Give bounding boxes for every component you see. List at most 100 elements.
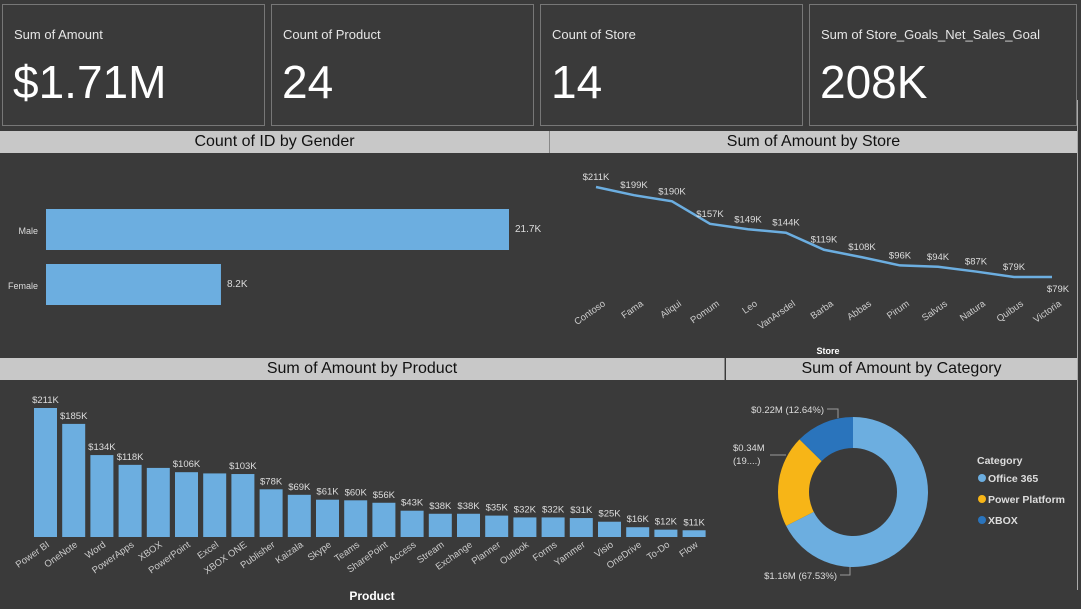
data-label: $60K (345, 487, 368, 498)
data-label: $108K (848, 242, 876, 253)
bar-product (485, 515, 509, 537)
data-label: $106K (173, 459, 201, 470)
kpi-card-count-product[interactable]: Count of Product 24 (271, 4, 534, 126)
bar-product (62, 423, 86, 537)
bar-product (682, 530, 706, 537)
store-axis-label: Aliqui (658, 298, 683, 320)
store-chart-title: Sum of Amount by Store (550, 131, 1078, 153)
data-label: $78K (260, 476, 283, 487)
data-label: $190K (658, 186, 686, 197)
product-axis-label: Access (387, 539, 419, 566)
kpi-label: Count of Store (552, 27, 636, 42)
data-label: $118K (117, 452, 144, 463)
data-label: $25K (598, 509, 621, 520)
data-label: $94K (927, 252, 950, 263)
data-label: $56K (373, 490, 396, 501)
data-label: $79K (1047, 284, 1070, 295)
bar-product (598, 521, 621, 537)
data-label: $211K (32, 395, 59, 406)
bar-product (90, 455, 114, 537)
data-label: $87K (965, 257, 988, 268)
bar-product (541, 517, 565, 537)
gender-chart-title: Count of ID by Gender (0, 131, 550, 153)
store-axis-label: Quibus (995, 298, 1026, 324)
data-label: $1.16M (67.53%) (764, 571, 837, 582)
data-label: $43K (401, 498, 424, 509)
store-axis-label: Contoso (572, 298, 607, 327)
data-label: $144K (772, 218, 800, 229)
data-label: $119K (811, 235, 838, 246)
kpi-card-store-goals[interactable]: Sum of Store_Goals_Net_Sales_Goal 208K (809, 4, 1077, 126)
data-label: $134K (88, 442, 116, 453)
legend-item: Power Platform (988, 494, 1065, 506)
store-axis-label: Victoria (1032, 298, 1065, 325)
bar-product (146, 467, 170, 537)
product-axis-label: Flow (678, 539, 701, 560)
data-label: $16K (627, 514, 650, 525)
bar-female (46, 264, 221, 305)
product-chart-title: Sum of Amount by Product (0, 358, 725, 380)
category-label: Male (18, 226, 38, 236)
data-label: $61K (316, 487, 339, 498)
store-axis-label: Salvus (920, 298, 950, 324)
legend-marker (978, 474, 986, 482)
product-axis-label: Planner (470, 539, 503, 567)
store-axis-label: Pomum (689, 298, 722, 326)
data-label: $11K (683, 517, 705, 528)
store-axis-label: Barba (809, 298, 837, 322)
bar-product (400, 510, 424, 537)
bar-product (175, 472, 198, 537)
bar-product (428, 513, 452, 537)
leader-line (827, 408, 839, 418)
kpi-value: 24 (282, 56, 334, 108)
kpi-label: Count of Product (283, 27, 381, 42)
data-label: $12K (655, 517, 678, 528)
data-label: $35K (486, 503, 509, 514)
bar-product (569, 518, 593, 537)
bar-product (118, 464, 142, 537)
data-label: $38K (429, 501, 452, 512)
bar-product (513, 517, 537, 537)
data-label: $32K (514, 504, 537, 515)
data-label: 21.7K (515, 224, 541, 235)
bar-product (457, 513, 480, 537)
kpi-card-sum-amount[interactable]: Sum of Amount $1.71M (2, 4, 265, 126)
data-label: $211K (583, 172, 610, 183)
legend-item: Office 365 (988, 473, 1038, 485)
data-label: $38K (457, 501, 480, 512)
store-axis-label: VanArsdel (756, 298, 798, 332)
bar-male (46, 209, 509, 250)
bar-product (654, 529, 678, 537)
category-label: Female (8, 281, 38, 291)
bar-product (34, 408, 57, 537)
data-label: $69K (288, 482, 311, 493)
x-axis-title: Store (816, 346, 839, 356)
data-label: $0.22M (12.64%) (751, 405, 824, 416)
data-label: $199K (620, 180, 648, 191)
store-line (595, 185, 1052, 279)
data-label: $157K (696, 209, 724, 220)
kpi-card-count-store[interactable]: Count of Store 14 (540, 4, 803, 126)
kpi-label: Sum of Amount (14, 27, 103, 42)
kpi-label: Sum of Store_Goals_Net_Sales_Goal (821, 27, 1040, 42)
divider (1077, 100, 1078, 590)
data-label: $149K (734, 214, 762, 225)
data-label: (19....) (733, 456, 760, 467)
donut-slice-office-365 (786, 417, 928, 567)
bar-product (287, 494, 311, 537)
leader-line (840, 567, 851, 576)
data-label: $79K (1003, 262, 1026, 273)
legend-marker (978, 516, 986, 524)
data-label: $0.34M (733, 443, 765, 454)
store-axis-label: Leo (740, 298, 759, 316)
data-label: 8.2K (227, 279, 248, 290)
legend-item: XBOX (988, 515, 1018, 527)
bar-product (259, 489, 283, 537)
bar-product (203, 473, 227, 537)
donut-slice-xbox (799, 417, 853, 462)
store-axis-label: Fama (620, 298, 647, 321)
product-axis-label: Outlook (498, 539, 531, 567)
data-label: $96K (889, 250, 912, 261)
bar-product (231, 474, 255, 537)
